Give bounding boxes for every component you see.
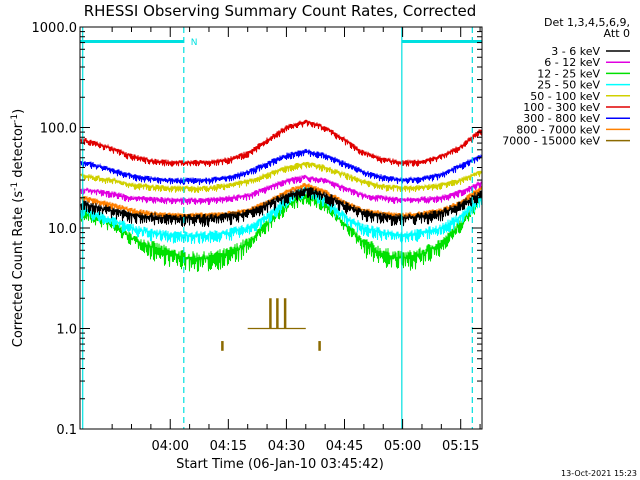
x-tick-label: 05:00 — [384, 439, 421, 454]
night-bar — [401, 40, 482, 43]
series-line — [80, 186, 482, 228]
y-axis-label: Corrected Count Rate (s-1 detector-1) — [10, 109, 26, 347]
legend-label: 300 - 800 keV — [523, 112, 600, 125]
y-tick-label: 10.0 — [48, 222, 77, 237]
spike-mark — [283, 298, 287, 329]
legend-label: 3 - 6 keV — [551, 45, 600, 58]
series-line — [80, 184, 482, 245]
axes: 0.1 1.0 10.0 100.0 1000.0 04:00 04:15 04:30 04:4… — [32, 21, 482, 454]
series-line — [80, 161, 482, 193]
legend-label: 100 - 300 keV — [523, 101, 600, 114]
x-tick-label: 05:15 — [442, 439, 479, 454]
series-line — [80, 119, 482, 167]
y-tick-label: 100.0 — [40, 122, 77, 137]
x-tick-label: 04:00 — [152, 439, 189, 454]
x-axis-label: Start Time (06-Jan-10 03:45:42) — [176, 457, 384, 472]
night-bar-label: N — [191, 38, 198, 48]
y-axis-label-superscript-1: -1 — [10, 182, 20, 191]
night-bar — [80, 40, 184, 43]
x-tick-label: 04:30 — [268, 439, 305, 454]
y-tick-label: 1000.0 — [32, 21, 78, 36]
series-line — [80, 182, 482, 220]
x-tick-label: 04:15 — [210, 439, 247, 454]
legend-label: 6 - 12 keV — [544, 56, 600, 69]
legend-label: 12 - 25 keV — [537, 67, 600, 80]
legend-label: 7000 - 15000 keV — [502, 135, 600, 148]
y-tick-label: 1.0 — [56, 323, 77, 338]
series-line — [80, 192, 482, 272]
legend-header-line: Det 1,3,4,5,6,9, — [544, 16, 630, 29]
series-line — [80, 148, 482, 186]
y-axis-label-superscript-2: -1 — [10, 114, 20, 123]
spike-mark — [276, 298, 279, 329]
x-tick-label: 04:45 — [326, 439, 363, 454]
legend-label: 25 - 50 keV — [537, 79, 600, 92]
chart-title: RHESSI Observing Summary Count Rates, Co… — [84, 2, 477, 20]
legend-header-line: Att 0 — [604, 27, 630, 40]
legend-label: 50 - 100 keV — [530, 90, 600, 103]
y-tick-label: 0.1 — [56, 423, 77, 438]
series-line — [80, 174, 482, 206]
footer-date: 13-Oct-2021 15:23 — [561, 469, 637, 478]
spike-mark — [221, 341, 224, 351]
spike-mark — [318, 341, 321, 351]
spike-mark — [269, 298, 272, 329]
legend-label: 800 - 7000 keV — [516, 123, 600, 136]
